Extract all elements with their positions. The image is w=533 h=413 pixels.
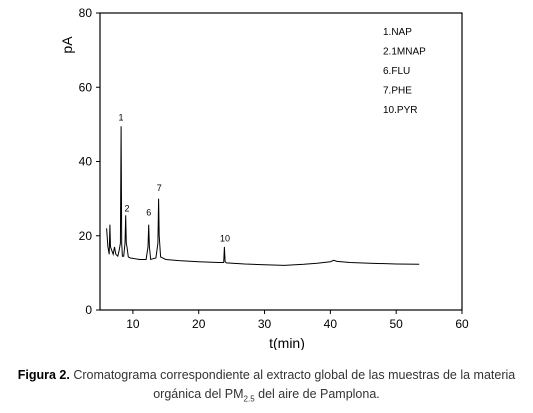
legend-item: 7.PHE xyxy=(383,86,412,97)
peak-label: 6 xyxy=(146,207,151,217)
y-axis-label: pA xyxy=(59,36,75,54)
legend-item: 2.1MNAP xyxy=(383,47,426,58)
x-axis-ticks: 10 20 30 40 50 60 xyxy=(126,310,469,331)
peak-label: 2 xyxy=(124,204,129,214)
y-axis-ticks: 0 20 40 60 80 xyxy=(79,6,100,317)
y-tick-label: 40 xyxy=(79,155,93,169)
caption-label: Figura 2. xyxy=(17,368,70,382)
x-tick-label: 20 xyxy=(192,317,206,331)
figure-caption: Figura 2. Cromatograma correspondiente a… xyxy=(0,366,533,409)
legend: 1.NAP 2.1MNAP 6.FLU 7.PHE 10.PYR xyxy=(383,27,426,116)
peak-labels: 1 2 6 7 10 xyxy=(119,113,231,244)
chart-svg: 10 20 30 40 50 60 0 20 40 60 80 t(min) pA 1 2 6 7 10 … xyxy=(59,6,469,350)
y-tick-label: 0 xyxy=(85,303,92,317)
legend-item: 10.PYR xyxy=(383,105,417,116)
x-tick-label: 40 xyxy=(324,317,338,331)
caption-subscript: 2.5 xyxy=(243,394,255,404)
y-tick-label: 20 xyxy=(79,229,93,243)
chromatogram-chart: 10 20 30 40 50 60 0 20 40 60 80 t(min) pA 1 2 6 7 10 … xyxy=(59,6,469,350)
caption-text: Cromatograma correspondiente al extracto… xyxy=(69,368,516,401)
x-tick-label: 60 xyxy=(455,317,469,331)
y-tick-label: 60 xyxy=(79,80,93,94)
chromatogram-trace xyxy=(106,126,420,266)
legend-item: 6.FLU xyxy=(383,66,410,77)
x-tick-label: 50 xyxy=(390,317,404,331)
peak-label: 10 xyxy=(220,233,230,243)
caption-text-end: del aire de Pamplona. xyxy=(254,387,380,401)
x-tick-label: 10 xyxy=(126,317,140,331)
legend-item: 1.NAP xyxy=(383,27,412,38)
x-tick-label: 30 xyxy=(258,317,272,331)
peak-label: 7 xyxy=(157,183,162,193)
x-axis-label: t(min) xyxy=(269,335,305,350)
y-tick-label: 80 xyxy=(79,6,93,20)
peak-label: 1 xyxy=(119,113,124,123)
